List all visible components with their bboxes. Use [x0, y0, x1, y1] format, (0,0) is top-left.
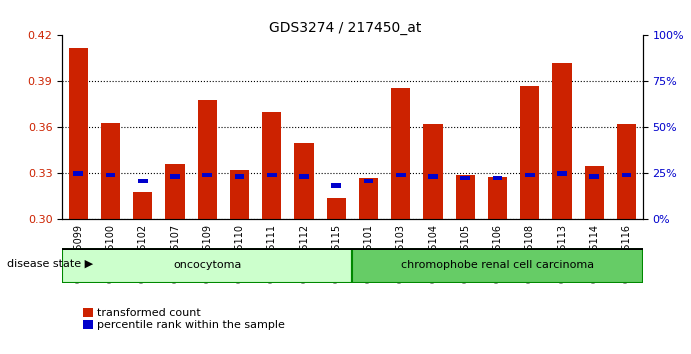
Text: oncocytoma: oncocytoma: [173, 261, 241, 270]
Bar: [622, 173, 632, 177]
FancyBboxPatch shape: [62, 248, 352, 283]
Bar: [165, 164, 184, 219]
Bar: [294, 143, 314, 219]
Bar: [359, 178, 378, 219]
Bar: [460, 176, 470, 181]
Bar: [488, 177, 507, 219]
Bar: [267, 173, 276, 177]
Bar: [617, 124, 636, 219]
Bar: [299, 174, 309, 179]
Bar: [101, 123, 120, 219]
Bar: [106, 173, 115, 177]
Bar: [198, 100, 217, 219]
Bar: [428, 174, 438, 179]
Bar: [424, 124, 443, 219]
Bar: [138, 179, 148, 183]
Bar: [520, 86, 540, 219]
Bar: [557, 171, 567, 176]
Bar: [585, 166, 604, 219]
Bar: [589, 174, 599, 179]
Bar: [552, 63, 571, 219]
Bar: [396, 173, 406, 177]
Bar: [133, 192, 153, 219]
Bar: [262, 112, 281, 219]
Bar: [68, 48, 88, 219]
Text: chromophobe renal cell carcinoma: chromophobe renal cell carcinoma: [401, 261, 594, 270]
Text: percentile rank within the sample: percentile rank within the sample: [97, 320, 285, 330]
Bar: [202, 173, 212, 177]
FancyBboxPatch shape: [352, 248, 643, 283]
Bar: [327, 198, 346, 219]
Bar: [363, 179, 373, 183]
Bar: [73, 171, 83, 176]
Text: transformed count: transformed count: [97, 308, 200, 318]
Bar: [235, 174, 245, 179]
Bar: [391, 87, 410, 219]
Bar: [493, 176, 502, 181]
Bar: [170, 174, 180, 179]
Text: disease state ▶: disease state ▶: [7, 259, 93, 269]
Bar: [230, 170, 249, 219]
Bar: [455, 175, 475, 219]
Bar: [525, 173, 535, 177]
Text: GDS3274 / 217450_at: GDS3274 / 217450_at: [269, 21, 422, 35]
Bar: [332, 183, 341, 188]
